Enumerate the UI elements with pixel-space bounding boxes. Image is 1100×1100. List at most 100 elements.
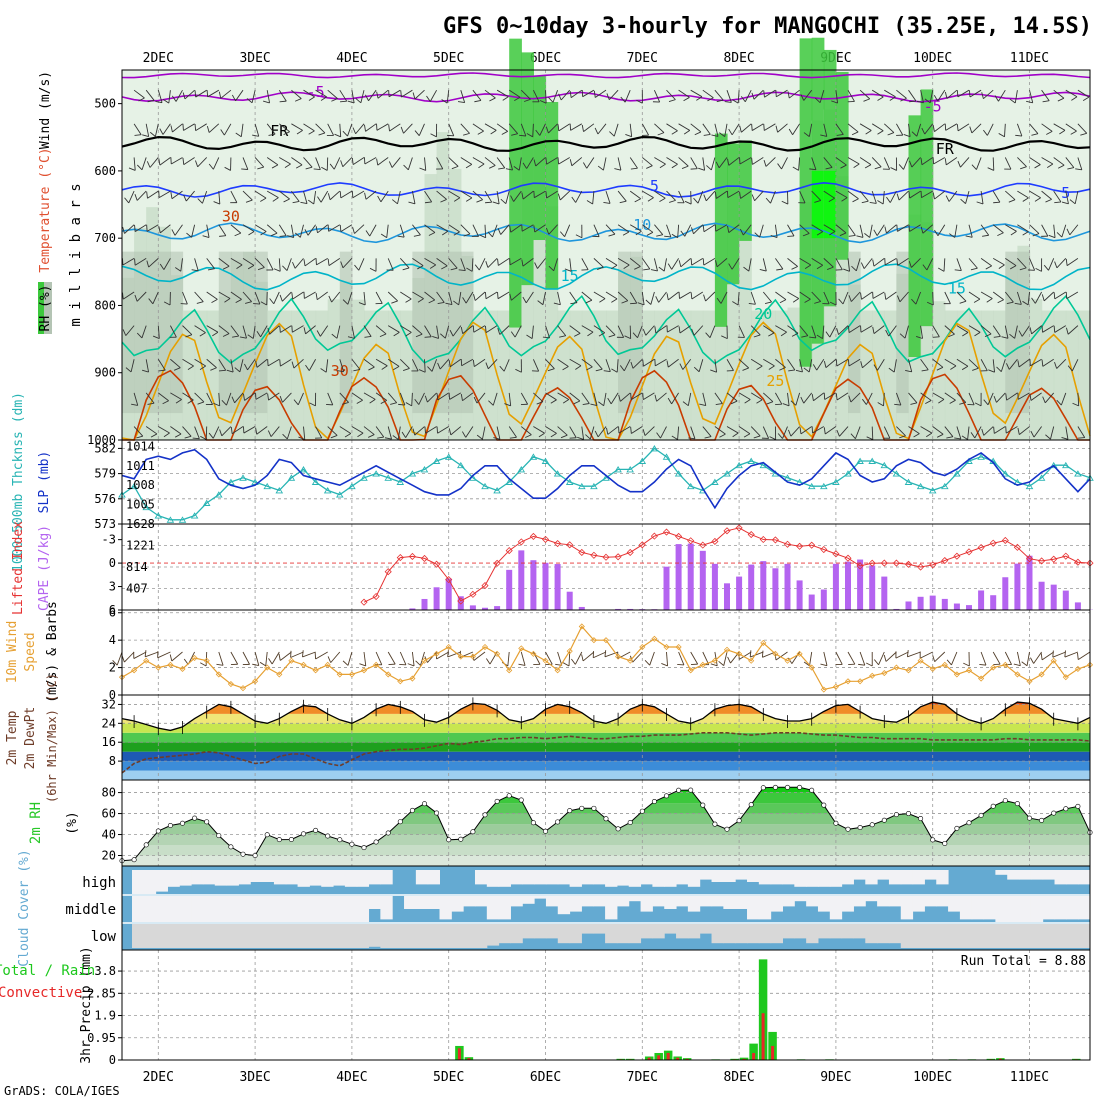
wind-barb	[992, 257, 1005, 269]
wind-barb	[487, 224, 498, 238]
wind-barb	[533, 157, 546, 167]
thickness-point	[457, 461, 465, 469]
wind-barb-flag	[603, 370, 611, 372]
cloud-clear-high	[569, 870, 582, 887]
wind-barb-flag	[984, 333, 992, 338]
wind-speed-point	[227, 680, 234, 688]
wind-barb-flag	[905, 370, 912, 373]
wind-barb-staff	[282, 392, 292, 403]
surface-wind-barb	[1052, 650, 1066, 658]
cloud-clear-low	[853, 924, 866, 939]
wind-barb	[838, 291, 849, 305]
wind-barb	[557, 426, 568, 439]
wind-barb-flag	[769, 436, 776, 440]
wind-barb-flag	[908, 260, 912, 268]
wind-barb-staff	[197, 157, 208, 168]
wind-barb-flag	[932, 157, 934, 164]
wind-barb-staff	[816, 359, 825, 371]
wind-barb-flag	[477, 130, 484, 135]
wind-barb	[327, 224, 341, 232]
wind-barb	[235, 123, 244, 138]
cloud-clear-middle	[877, 896, 890, 907]
wind-barb-flag	[377, 436, 384, 439]
cloud-clear-middle	[841, 896, 854, 912]
wind-barb-staff	[230, 359, 234, 373]
wind-barb	[180, 291, 188, 305]
wind-barb	[788, 426, 800, 437]
cloud-clear-low	[817, 924, 831, 939]
wind-barb	[557, 358, 569, 371]
wind-barb	[690, 157, 698, 170]
surface-wind-barb	[472, 651, 486, 661]
wind-speed-point	[808, 664, 815, 671]
wind-barb	[829, 291, 837, 306]
wind-speed-point	[796, 650, 803, 657]
wind-barb	[823, 426, 837, 435]
wind-barb-flag	[996, 366, 1002, 372]
wind-barb-staff	[1053, 190, 1062, 203]
wind-barb-staff	[1029, 157, 1041, 165]
cloud-clear-low	[888, 924, 902, 944]
wind-barb	[134, 190, 147, 201]
rh-point	[784, 784, 790, 790]
wind-barb	[557, 190, 571, 201]
cloud-clear-low	[1019, 924, 1032, 948]
wind-barb-flag	[447, 134, 454, 137]
cloud-clear-low	[238, 924, 251, 948]
wind-barb	[775, 392, 783, 406]
wind-barb	[812, 359, 825, 371]
wind-barb-flag	[1059, 129, 1066, 135]
wind-barb-flag	[199, 332, 206, 337]
wind-barb-staff	[835, 123, 844, 135]
wind-barb-flag	[630, 361, 634, 369]
wind-barb-staff	[412, 257, 424, 267]
rh-shade-grey	[618, 251, 631, 414]
wind-barb-staff	[484, 190, 493, 203]
wind-barb	[342, 123, 353, 137]
wind-barb-flag	[788, 369, 795, 372]
wind-barb	[485, 258, 498, 268]
wind-barb-flag	[607, 397, 612, 405]
wind-barb	[158, 157, 171, 166]
wind-barb	[954, 258, 962, 272]
wind-barb-flag	[351, 157, 354, 165]
wind-barb	[603, 359, 611, 372]
wind-barb	[351, 358, 361, 372]
wind-barb-staff	[133, 89, 145, 99]
wind-barb-staff	[944, 325, 955, 335]
wind-barb-flag	[669, 199, 676, 203]
surface-wind-barb-staff	[835, 651, 843, 665]
li-point	[481, 582, 489, 590]
surface-wind-barb-flag	[820, 663, 828, 667]
cape-bar	[445, 578, 452, 610]
wind-barb-flag	[1026, 100, 1033, 104]
wind-barb-staff	[388, 89, 401, 98]
wind-barb	[1056, 224, 1067, 238]
precip-convective-bar	[647, 1057, 651, 1060]
wind-barb-staff	[424, 157, 427, 171]
wind-barb-staff	[1077, 89, 1090, 98]
wind-barb	[581, 291, 593, 304]
wind-barb-flag	[803, 132, 810, 137]
wind-barb-flag	[182, 157, 185, 165]
wind-barb-flag	[756, 365, 763, 371]
wind-barb	[714, 392, 723, 405]
wind-barb	[399, 258, 410, 271]
surface-wind-barb-staff	[265, 651, 268, 666]
wind-barb-staff	[823, 157, 833, 168]
wind-barb-staff	[1017, 224, 1029, 233]
wind-barb	[1054, 358, 1067, 369]
li-tick-label: -3	[102, 533, 116, 547]
wind-barb-flag	[968, 90, 971, 97]
wind-barb-staff	[429, 89, 437, 102]
wind-barb-staff	[336, 325, 341, 339]
wind-barb	[581, 89, 595, 98]
wind-barb-staff	[847, 123, 859, 133]
cloud-clear-high	[333, 870, 346, 886]
thickness-point	[384, 474, 392, 481]
wind-barb-flag	[936, 433, 944, 438]
wind-barb-flag	[364, 124, 366, 132]
wind-barb	[508, 426, 517, 439]
wind-barb-staff	[727, 190, 740, 198]
